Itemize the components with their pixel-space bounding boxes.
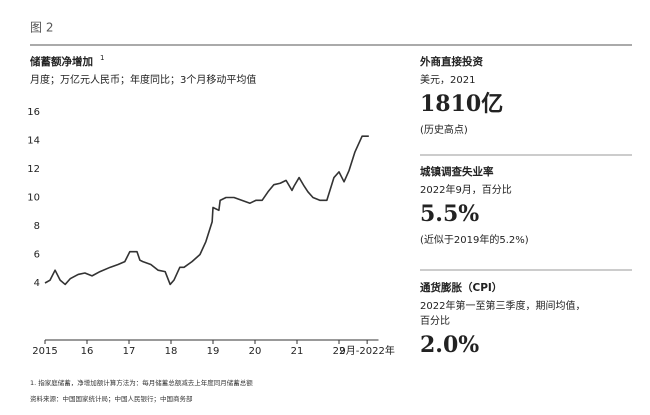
x-tick-label: 2015 [32,346,57,357]
footnote: 资料来源：中国国家统计局；中国人民银行；中国商务部 [30,394,193,403]
footnote: 1. 指家庭储蓄，净增加额计算方法为：每月储蓄总额减去上年度同月储蓄总额 [30,378,253,387]
panel-title: 通货膨胀（CPI） [420,281,502,294]
data-line [44,135,369,286]
panel-title: 外商直接投资 [419,55,483,68]
x-tick-label: 20 [249,346,262,357]
y-tick-label: 12 [27,164,40,175]
panel-note: (历史高点) [420,123,468,136]
panel-subtitle: 百分比 [420,315,450,327]
panel-subtitle: 美元，2021 [420,73,475,86]
y-tick-label: 16 [27,107,40,118]
y-tick-label: 4 [34,278,40,289]
x-tick-label: 17 [123,346,136,357]
y-tick-label: 14 [27,136,40,147]
y-tick-label: 10 [27,193,40,204]
panel-value: 2.0% [420,332,479,358]
y-tick-label: 6 [34,250,40,261]
x-tick-label: 19 [207,346,220,357]
panel-value: 1810亿 [420,91,503,117]
y-tick-label: 8 [34,221,40,232]
figure-label: 图 2 [30,21,53,35]
chart-subtitle: 月度；万亿元人民币；年度同比；3个月移动平均值 [30,73,256,86]
panel-subtitle: 2022年9月，百分比 [420,183,512,196]
x-tick-label: 16 [81,346,94,357]
x-tick-label: 9月-2022年 [339,344,394,357]
x-tick-label: 18 [165,346,178,357]
x-tick-label: 21 [291,346,304,357]
panel-title: 城镇调查失业率 [420,165,494,178]
panel-value: 5.5% [420,201,479,227]
title-note: 1 [100,54,104,62]
panel-subtitle: 2022年第一至第三季度，期间均值， [420,299,585,312]
x-tick-label: 22 [333,346,346,357]
panel-note: (近似于2019年的5.2%) [420,233,529,246]
chart-title: 储蓄额净增加 [30,55,93,68]
